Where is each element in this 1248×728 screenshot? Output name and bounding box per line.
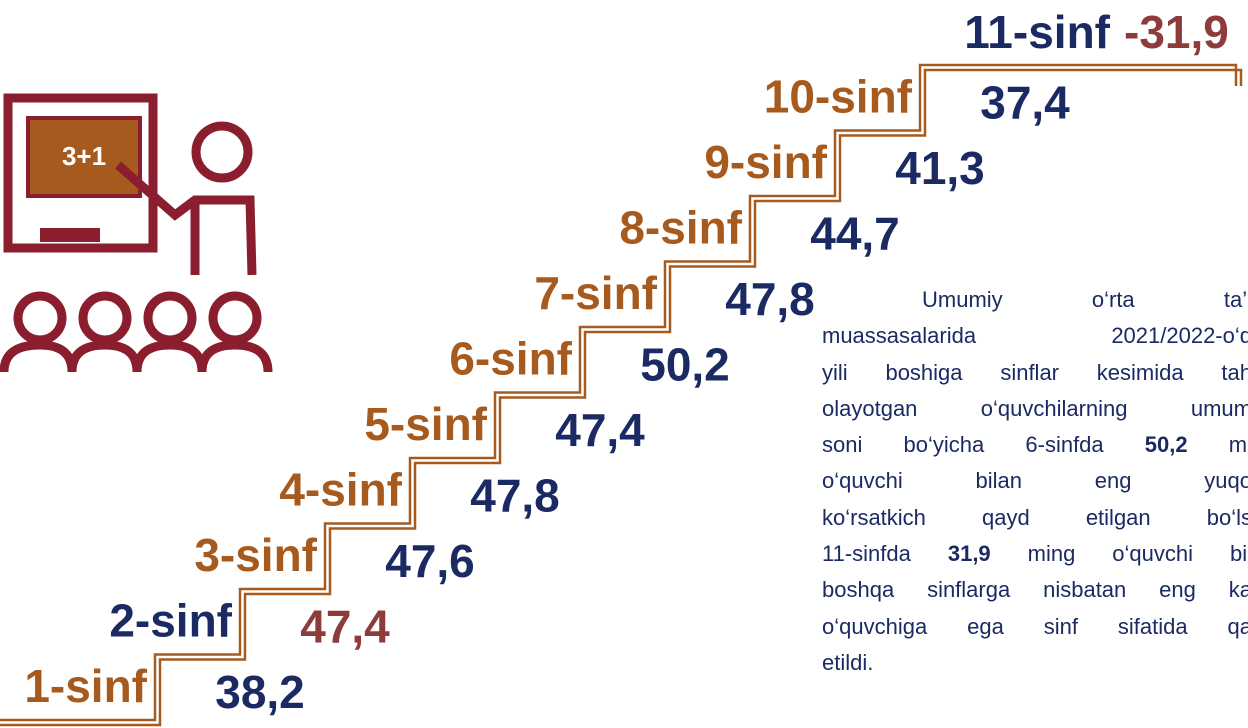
paragraph-line: ko‘rsatkich qayd etilgan bo‘ls: [822, 500, 1248, 536]
paragraph-line: muassasalarida 2021/2022-o‘q: [822, 318, 1248, 354]
student-head: [143, 291, 197, 345]
text: yili boshiga sinflar kesimida tah: [822, 359, 1248, 385]
class-value: 47,4: [555, 404, 645, 456]
paragraph-line: yili boshiga sinflar kesimida tah: [822, 355, 1248, 391]
paragraph-line: Umumiy o‘rta ta’l: [822, 282, 1248, 318]
stair-line: [0, 63, 1238, 722]
bold-text: 31,9: [947, 541, 991, 567]
teacher-icon: [0, 93, 273, 373]
class-label: 6-sinf: [449, 333, 572, 385]
stair-line: [0, 68, 1243, 727]
paragraph-line: boshqa sinflarga nisbatan eng ka: [822, 572, 1248, 608]
class-value: 47,8: [470, 470, 560, 522]
class-label: 2-sinf: [109, 595, 232, 647]
student-bodies: [0, 340, 273, 373]
paragraph-line: soni bo‘yicha 6-sinfda 50,2 mi: [822, 427, 1248, 463]
class-label: 1-sinf: [24, 660, 147, 712]
class-label: 4-sinf: [279, 464, 402, 516]
paragraph-line: o‘quvchi bilan eng yuqo: [822, 463, 1248, 499]
board: [26, 116, 142, 198]
class-value: -31,9: [1124, 6, 1229, 58]
text: muassasalarida 2021/2022-o‘q: [822, 323, 1248, 349]
class-value: 41,3: [895, 142, 985, 194]
text: Umumiy o‘rta ta’l: [922, 287, 1248, 312]
paragraph-line: 11-sinfda 31,9 ming o‘quvchi bil: [822, 536, 1248, 572]
class-label: 8-sinf: [619, 202, 742, 254]
text: ming o‘quvchi bil: [990, 541, 1248, 567]
text: ko‘rsatkich qayd etilgan bo‘ls: [822, 504, 1248, 530]
class-value: 44,7: [810, 208, 900, 260]
class-value: 47,8: [725, 273, 815, 325]
student-head: [78, 291, 132, 345]
class-value: 37,4: [980, 77, 1070, 129]
class-value: 38,2: [215, 666, 305, 718]
class-label: 10-sinf: [764, 71, 913, 123]
board-text: 3+1: [62, 141, 106, 171]
paragraph-line: olayotgan o‘quvchilarning umum: [822, 391, 1248, 427]
text: mi: [1187, 432, 1248, 458]
class-label: 11-sinf: [964, 6, 1110, 58]
paragraph-line: etildi.: [822, 645, 1248, 681]
text: boshqa sinflarga nisbatan eng ka: [822, 577, 1248, 603]
class-label: 9-sinf: [704, 136, 827, 188]
text: 11-sinfda: [822, 541, 948, 567]
class-label: 3-sinf: [194, 529, 317, 581]
teacher-head: [191, 121, 253, 183]
text: etildi.: [822, 649, 874, 675]
desk: [40, 228, 100, 242]
text: soni bo‘yicha 6-sinfda: [822, 432, 1145, 458]
student-head: [208, 291, 262, 345]
student-head: [13, 291, 67, 345]
class-label: 7-sinf: [534, 267, 657, 319]
paragraph-line: o‘quvchiga ega sinf sifatida qa: [822, 609, 1248, 645]
class-value: 47,4: [300, 601, 390, 653]
bold-text: 50,2: [1144, 432, 1188, 458]
text: o‘quvchiga ega sinf sifatida qa: [822, 613, 1248, 639]
text: o‘quvchi bilan eng yuqo: [822, 468, 1248, 494]
class-label: 5-sinf: [364, 398, 487, 450]
class-value: 47,6: [385, 535, 475, 587]
teacher-body: [115, 161, 257, 276]
class-value: 50,2: [640, 339, 730, 391]
board-frame: [3, 93, 158, 253]
text: olayotgan o‘quvchilarning umum: [822, 395, 1248, 421]
paragraph: Umumiy o‘rta ta’l muassasalarida 2021/202…: [822, 282, 1248, 681]
